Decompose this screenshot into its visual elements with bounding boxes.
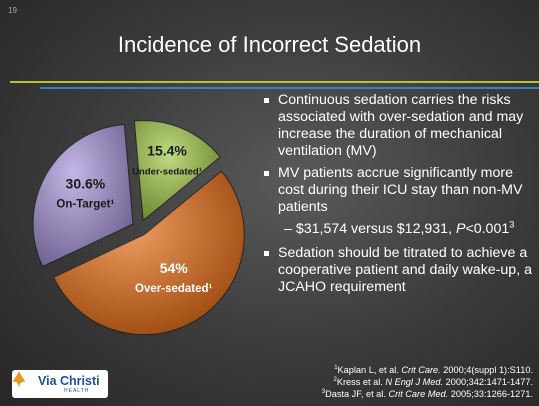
reference: 3Dasta JF, et al. Crit Care Med. 2005;33… — [322, 388, 533, 400]
slide-number: 19 — [8, 6, 17, 15]
logo-name: Via Christi — [38, 374, 100, 388]
text: P — [455, 221, 466, 237]
bullet-list: Continuous sedation carries the risks as… — [262, 92, 534, 301]
value-label: 30.6% — [66, 176, 106, 192]
superscript: 1 — [334, 364, 338, 371]
text: Crit Care. — [401, 365, 441, 375]
text: Dasta JF, et al. — [325, 389, 389, 399]
text: – $31,574 versus $12,931, — [284, 221, 456, 237]
text: 2005;33:1266-1271. — [448, 389, 533, 399]
slice-shade — [53, 171, 245, 335]
text: 2000;4(suppl 1):S110. — [440, 365, 533, 375]
category-label: On-Target¹ — [56, 199, 114, 211]
bullet: Sedation should be titrated to achieve a… — [262, 245, 534, 296]
superscript: 2 — [333, 376, 337, 383]
text: 2000;342:1471-1477. — [443, 377, 533, 387]
text: N Engl J Med. — [385, 377, 444, 387]
bullet: MV patients accrue significantly more co… — [262, 165, 534, 216]
slice-shade — [134, 120, 221, 221]
text: Kress et al. — [336, 377, 386, 387]
pie: 15.4% Under-sedated¹ 54% Over-sedated¹ 30.6%… — [32, 120, 245, 336]
superscript: 3 — [509, 219, 515, 230]
value-label: 54% — [160, 260, 189, 276]
category-label: Over-sedated¹ — [135, 283, 213, 295]
superscript: 3 — [321, 388, 326, 395]
reference: 2Kress et al. N Engl J Med. 2000;342:147… — [322, 376, 533, 388]
text: Kaplan L, et al. — [337, 365, 402, 375]
reference: 1Kaplan L, et al. Crit Care. 2000;4(supp… — [322, 364, 533, 376]
logo-icon — [13, 371, 25, 387]
category-label: Under-sedated¹ — [132, 166, 202, 177]
text: <0.001 — [465, 221, 510, 237]
logo-tag: HEALTH — [64, 388, 90, 394]
text: Crit Care Med. — [388, 389, 449, 399]
references: 1Kaplan L, et al. Crit Care. 2000;4(supp… — [322, 364, 533, 400]
logo: Via Christi HEALTH — [12, 370, 108, 398]
slice-shade — [33, 124, 134, 267]
bullet: Continuous sedation carries the risks as… — [262, 92, 534, 160]
slide-title: Incidence of Incorrect Sedation — [117, 32, 422, 57]
sub-bullet: – $31,574 versus $12,931, P<0.0013 — [262, 219, 534, 238]
value-label: 15.4% — [147, 142, 187, 158]
